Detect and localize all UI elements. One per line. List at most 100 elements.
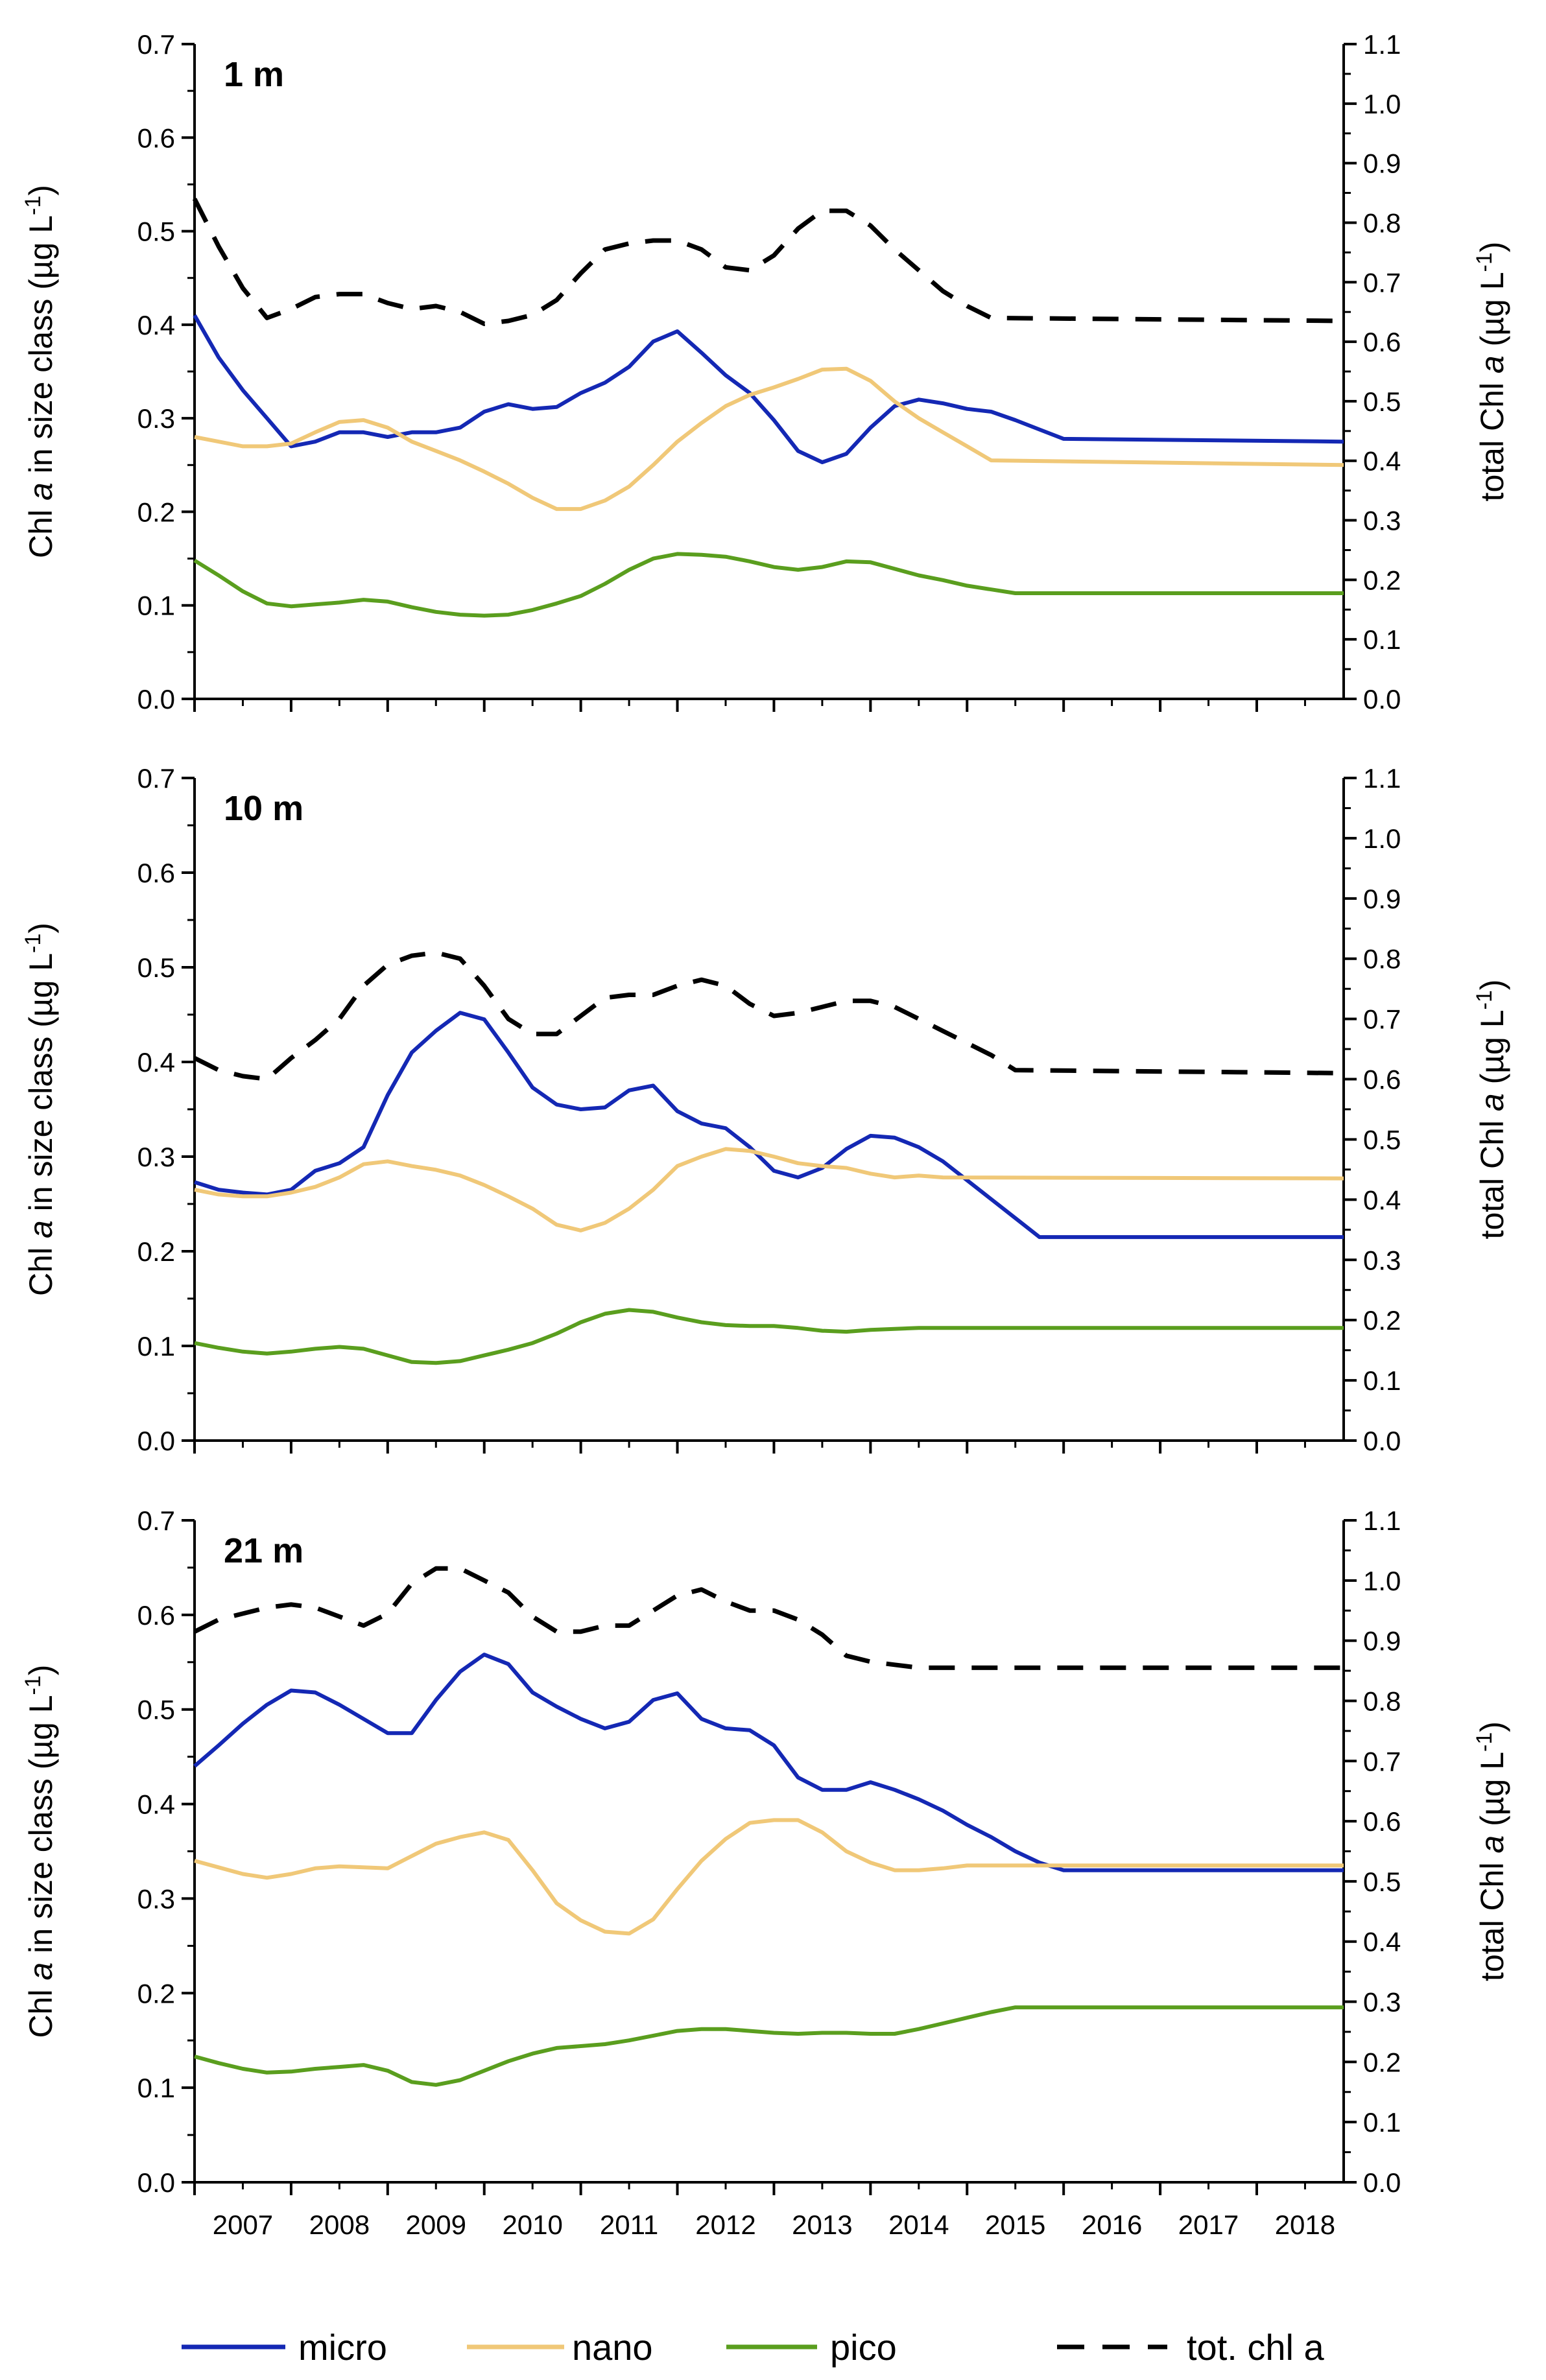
right-tick-label: 0.9 <box>1363 1626 1401 1656</box>
left-tick-label: 0.5 <box>137 952 175 983</box>
series-line-pico <box>193 552 1344 618</box>
series-line-micro <box>193 1653 1344 1872</box>
right-tick-label: 1.1 <box>1363 763 1401 794</box>
left-tick-label: 0.3 <box>137 1883 175 1914</box>
right-tick-label: 0.0 <box>1363 1426 1401 1456</box>
x-tick-label: 2013 <box>792 2209 852 2240</box>
right-tick-label: 0.4 <box>1363 1927 1401 1957</box>
left-tick-label: 0.3 <box>137 1142 175 1172</box>
left-tick-label: 0.0 <box>137 2167 175 2198</box>
x-tick-label: 2018 <box>1275 2209 1335 2240</box>
right-tick-label: 0.3 <box>1363 506 1401 536</box>
right-tick-label: 0.8 <box>1363 207 1401 238</box>
x-tick-label: 2017 <box>1178 2209 1239 2240</box>
series-line-tot-chl-a <box>192 198 1344 326</box>
left-tick-label: 0.4 <box>137 1047 175 1078</box>
left-tick-label: 0.5 <box>137 1695 175 1725</box>
series-line-pico <box>194 2005 1344 2087</box>
left-tick-label: 0.3 <box>137 403 175 434</box>
chart-panel-1: 0.0 0.1 0.2 0.3 0.4 0.5 0.6 0.7 0.0 0.1 0.2 0.3 0.4 0… <box>21 29 1510 714</box>
left-tick-label: 0.2 <box>137 497 175 527</box>
left-tick-label: 0.4 <box>137 310 175 340</box>
right-tick-label: 0.3 <box>1363 1987 1401 2018</box>
right-tick-label: 1.1 <box>1363 1505 1401 1536</box>
left-tick-label: 0.7 <box>137 763 175 794</box>
panel-label: 10 m <box>224 789 303 828</box>
series-line-nano <box>194 366 1344 512</box>
series-line-micro <box>194 1011 1344 1240</box>
x-tick-label: 2012 <box>695 2209 755 2240</box>
series-line-nano <box>194 1818 1344 1936</box>
x-tick-label: 2016 <box>1082 2209 1142 2240</box>
panel-label: 21 m <box>224 1531 303 1570</box>
left-tick-label: 0.2 <box>137 1236 175 1267</box>
series-line-nano <box>194 1147 1344 1232</box>
panel-label: 1 m <box>224 55 284 94</box>
left-tick-label: 0.7 <box>137 1505 175 1536</box>
legend-nano-label: nano <box>572 2327 653 2368</box>
right-tick-label: 1.0 <box>1363 823 1401 854</box>
right-tick-label: 0.4 <box>1363 1184 1401 1215</box>
x-tick-label: 2007 <box>213 2209 273 2240</box>
x-tick-label: 2009 <box>406 2209 466 2240</box>
series-line-micro <box>193 314 1344 464</box>
legend-micro-label: micro <box>298 2327 387 2368</box>
left-tick-label: 0.0 <box>137 684 175 714</box>
series-line-pico <box>194 1308 1344 1365</box>
right-axis-title: total Chl a (µg L-1) <box>1472 242 1510 502</box>
left-tick-label: 0.6 <box>137 858 175 888</box>
left-axis-title: Chl a in size class (µg L-1) <box>21 923 59 1296</box>
left-tick-label: 0.1 <box>137 1331 175 1361</box>
right-tick-label: 0.0 <box>1363 684 1401 714</box>
x-tick-label: 2011 <box>600 2209 658 2240</box>
left-tick-label: 0.6 <box>137 123 175 153</box>
right-tick-label: 0.3 <box>1363 1245 1401 1275</box>
right-tick-label: 0.1 <box>1363 624 1401 655</box>
right-tick-label: 0.5 <box>1363 1867 1401 1897</box>
x-tick-label: 2010 <box>502 2209 562 2240</box>
x-tick-label: 2008 <box>309 2209 370 2240</box>
left-tick-label: 0.1 <box>137 591 175 621</box>
right-tick-label: 1.1 <box>1363 29 1401 60</box>
legend-total-label: tot. chl a <box>1187 2327 1325 2368</box>
x-tick-label: 2014 <box>888 2209 949 2240</box>
right-tick-label: 0.9 <box>1363 884 1401 914</box>
right-tick-label: 1.0 <box>1363 89 1401 119</box>
right-tick-label: 0.2 <box>1363 2047 1401 2077</box>
right-tick-label: 0.1 <box>1363 2107 1401 2138</box>
left-axis-title: Chl a in size class (µg L-1) <box>21 1665 59 2038</box>
left-tick-label: 0.1 <box>137 2073 175 2103</box>
right-tick-label: 0.2 <box>1363 565 1401 595</box>
right-tick-label: 0.7 <box>1363 267 1401 298</box>
left-tick-label: 0.4 <box>137 1789 175 1820</box>
right-tick-label: 1.0 <box>1363 1566 1401 1596</box>
right-tick-label: 0.5 <box>1363 386 1401 417</box>
right-tick-label: 0.9 <box>1363 148 1401 179</box>
right-axis-title: total Chl a (µg L-1) <box>1472 1721 1510 1981</box>
chart-panel-2: 0.0 0.1 0.2 0.3 0.4 0.5 0.6 0.7 0.0 0.1 0.2 0.3 0.4 0… <box>21 763 1510 1456</box>
right-tick-label: 0.6 <box>1363 327 1401 357</box>
left-tick-label: 0.7 <box>137 29 175 60</box>
right-tick-label: 0.8 <box>1363 1686 1401 1716</box>
right-tick-label: 0.0 <box>1363 2167 1401 2198</box>
right-tick-label: 0.5 <box>1363 1124 1401 1155</box>
legend-pico-label: pico <box>830 2327 897 2368</box>
right-tick-label: 0.1 <box>1363 1365 1401 1396</box>
chart-panel-3: 0.0 0.1 0.2 0.3 0.4 0.5 0.6 0.7 0.0 0.1 0.2 0.3 0.4 0… <box>21 1505 1510 2240</box>
right-tick-label: 0.7 <box>1363 1746 1401 1776</box>
right-axis-title: total Chl a (µg L-1) <box>1472 980 1510 1240</box>
legend: micro nano pico tot. chl a <box>182 2327 1325 2368</box>
right-tick-label: 0.8 <box>1363 944 1401 974</box>
series-line-tot-chl-a <box>193 950 1344 1081</box>
left-tick-label: 0.2 <box>137 1978 175 2009</box>
series-line-tot-chl-a <box>193 1566 1344 1670</box>
left-tick-label: 0.0 <box>137 1426 175 1456</box>
left-tick-label: 0.5 <box>137 217 175 247</box>
x-tick-label: 2015 <box>985 2209 1045 2240</box>
right-tick-label: 0.6 <box>1363 1065 1401 1095</box>
right-tick-label: 0.7 <box>1363 1004 1401 1035</box>
right-tick-label: 0.4 <box>1363 446 1401 477</box>
left-axis-title: Chl a in size class (µg L-1) <box>21 185 59 558</box>
right-tick-label: 0.2 <box>1363 1305 1401 1336</box>
